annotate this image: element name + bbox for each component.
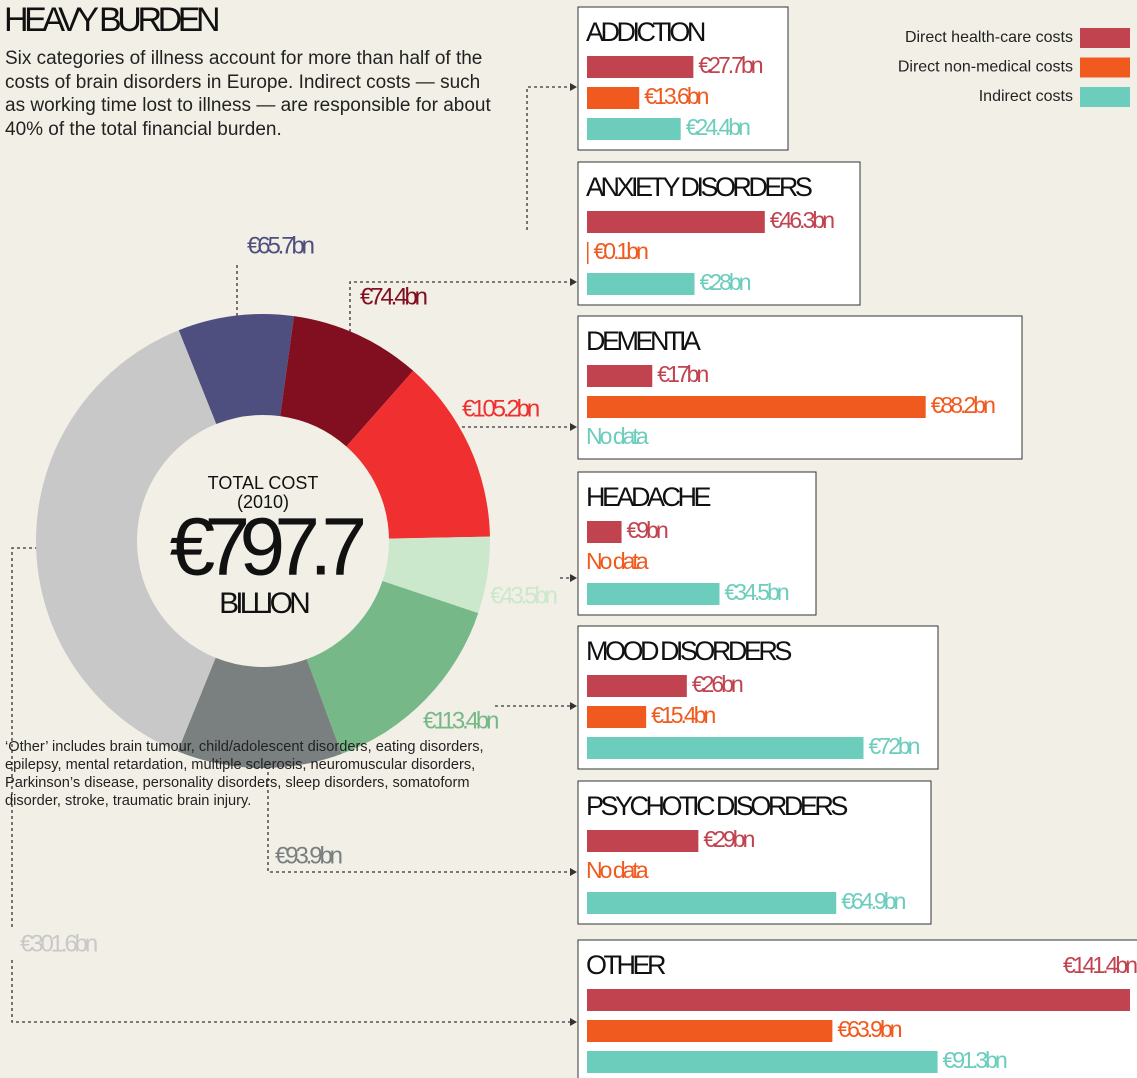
donut-segment bbox=[177, 657, 342, 768]
bar bbox=[587, 830, 699, 852]
bar bbox=[587, 706, 647, 728]
donut-segment bbox=[346, 370, 490, 539]
bar-value-label: €27.7bn bbox=[698, 52, 762, 78]
segment-label: €93.9bn bbox=[275, 842, 342, 869]
segment-label: €74.4bn bbox=[360, 283, 427, 310]
panel-title: MOOD DISORDERS bbox=[586, 636, 791, 666]
bar bbox=[587, 892, 837, 914]
donut-segment bbox=[36, 330, 217, 752]
legend-swatch bbox=[1080, 28, 1130, 48]
panel-title: ADDICTION bbox=[586, 17, 705, 47]
panel: HEADACHE €9bn No data €34.5bn bbox=[577, 471, 817, 616]
segment-label: €113.4bn bbox=[423, 707, 498, 734]
panel-title: OTHER bbox=[586, 950, 666, 980]
bar bbox=[587, 273, 695, 295]
no-data-label: No data bbox=[586, 857, 649, 883]
legend-swatch bbox=[1080, 57, 1130, 78]
bar-value-label: €28bn bbox=[700, 269, 751, 295]
panel: OTHER €141.4bn €63.9bn €91.3bn bbox=[577, 939, 1137, 1078]
bar-value-label: €63.9bn bbox=[837, 1016, 901, 1042]
bar bbox=[587, 989, 1130, 1011]
panel: DEMENTIA €17bn €88.2bn No data bbox=[577, 315, 1023, 460]
donut-segment bbox=[178, 314, 295, 425]
bar bbox=[587, 1020, 833, 1042]
arrowhead bbox=[570, 83, 577, 91]
segment-label: €301.6bn bbox=[20, 930, 97, 957]
bar-value-label: €24.4bn bbox=[686, 114, 750, 140]
bar-value-label: €29bn bbox=[703, 826, 754, 852]
segment-label: €65.7bn bbox=[247, 232, 314, 259]
panel-title: DEMENTIA bbox=[586, 326, 701, 356]
bar bbox=[587, 56, 694, 78]
center-sublabel: (2010) bbox=[237, 492, 289, 512]
panel: MOOD DISORDERS €26bn €15.4bn €72bn bbox=[577, 625, 939, 770]
bar bbox=[587, 396, 926, 418]
arrowhead bbox=[570, 1018, 577, 1026]
donut-segment bbox=[306, 581, 479, 754]
bar bbox=[587, 242, 589, 264]
legend-label: Direct non-medical costs bbox=[898, 59, 1073, 76]
legend-swatch bbox=[1080, 87, 1130, 107]
panel-title: ANXIETY DISORDERS bbox=[586, 172, 812, 202]
bar bbox=[587, 737, 864, 759]
panel: PSYCHOTIC DISORDERS €29bn No data €64.9bn bbox=[577, 780, 932, 925]
center-label: TOTAL COST bbox=[208, 473, 319, 493]
bar-value-label: €0.1bn bbox=[594, 238, 649, 264]
panel: ADDICTION €27.7bn €13.6bn €24.4bn bbox=[577, 6, 789, 151]
panel-title: PSYCHOTIC DISORDERS bbox=[586, 791, 847, 821]
arrowheads bbox=[570, 83, 577, 1026]
bar bbox=[587, 1051, 938, 1073]
bar-value-label: €26bn bbox=[692, 671, 743, 697]
bar-value-label: €13.6bn bbox=[644, 83, 708, 109]
segment-label: €105.2bn bbox=[462, 395, 539, 422]
bar-value-label: €91.3bn bbox=[943, 1047, 1007, 1073]
bar-value-label: €88.2bn bbox=[931, 392, 995, 418]
bar-value-label: €64.9bn bbox=[841, 888, 905, 914]
subtitle: Six categories of illness account for mo… bbox=[5, 48, 491, 140]
connector bbox=[526, 86, 570, 230]
connector bbox=[11, 547, 38, 930]
bar-value-label: €15.4bn bbox=[651, 702, 715, 728]
bar-value-label: €17bn bbox=[657, 361, 708, 387]
panel-box bbox=[577, 315, 1023, 460]
no-data-label: No data bbox=[586, 423, 649, 449]
center-value: €797.7 bbox=[170, 502, 364, 593]
panel: ANXIETY DISORDERS €46.3bn €0.1bn €28bn bbox=[577, 161, 861, 306]
connector bbox=[11, 960, 570, 1023]
panel-title: HEADACHE bbox=[586, 482, 710, 512]
connector bbox=[267, 772, 570, 873]
arrowhead bbox=[570, 423, 577, 431]
footnote: ‘Other’ includes brain tumour, child/ado… bbox=[5, 739, 484, 809]
bar bbox=[587, 675, 687, 697]
bar-value-label: €9bn bbox=[627, 517, 668, 543]
no-data-label: No data bbox=[586, 548, 649, 574]
bar-value-label: €34.5bn bbox=[724, 579, 788, 605]
bar bbox=[587, 583, 720, 605]
bar bbox=[587, 521, 622, 543]
donut-segment bbox=[280, 316, 414, 447]
connectors bbox=[11, 86, 570, 1023]
arrowhead bbox=[570, 574, 577, 582]
segment-label: €43.5bn bbox=[490, 582, 557, 609]
donut-segment bbox=[382, 536, 490, 614]
bar bbox=[587, 211, 765, 233]
bar bbox=[587, 118, 681, 140]
connector bbox=[349, 281, 570, 332]
bar-value-label: €141.4bn bbox=[1063, 952, 1137, 978]
bar-value-label: €46.3bn bbox=[770, 207, 834, 233]
legend-label: Indirect costs bbox=[979, 88, 1073, 105]
legend-label: Direct health-care costs bbox=[905, 29, 1073, 46]
title: HEAVY BURDEN bbox=[4, 1, 218, 39]
bar-value-label: €72bn bbox=[868, 733, 919, 759]
arrowhead bbox=[570, 868, 577, 876]
bar bbox=[587, 365, 653, 387]
center-unit: BILLION bbox=[219, 587, 309, 620]
arrowhead bbox=[570, 278, 577, 286]
arrowhead bbox=[570, 702, 577, 710]
bar bbox=[587, 87, 640, 109]
